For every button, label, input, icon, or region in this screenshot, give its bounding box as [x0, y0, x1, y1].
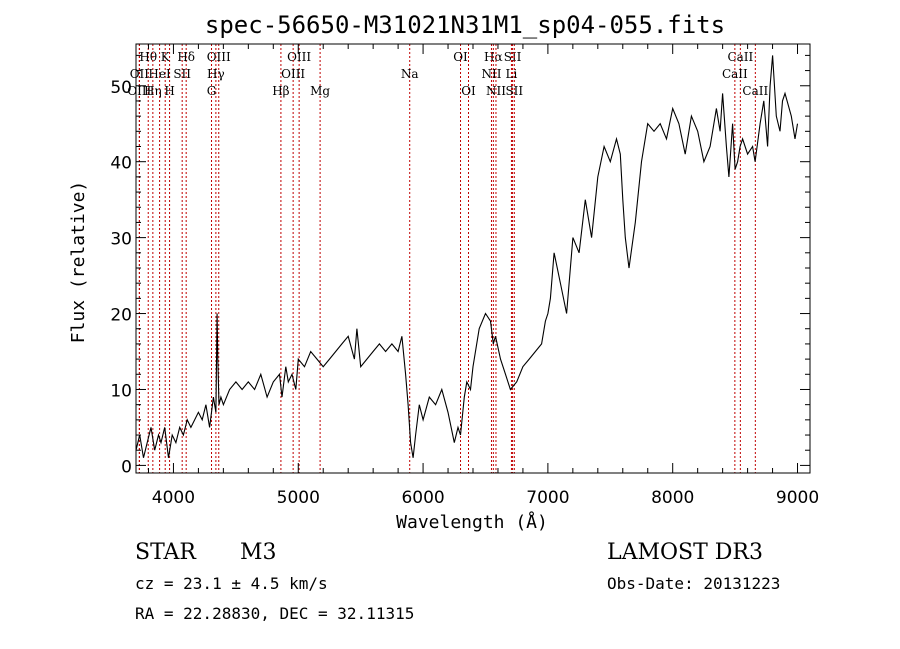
- object-type: STAR: [135, 540, 196, 565]
- object-subclass: M3: [240, 540, 277, 565]
- emission-line-label: NII: [481, 67, 501, 81]
- emission-line-label: CaII: [742, 84, 768, 98]
- y-axis-label: Flux (relative): [68, 181, 89, 344]
- x-tick-label: 5000: [277, 488, 320, 508]
- emission-line-label: Li: [506, 67, 518, 81]
- emission-line-label: CaII: [727, 50, 753, 64]
- y-tick-label: 50: [110, 78, 132, 98]
- plot-frame: [135, 43, 811, 474]
- emission-line-label: SII: [173, 67, 191, 81]
- emission-line-label: Hα: [484, 50, 503, 64]
- emission-line-label: K: [161, 50, 171, 64]
- emission-line-label: NII: [486, 84, 506, 98]
- x-axis-label: Wavelength (Å): [396, 511, 548, 533]
- emission-line-label: Mg: [310, 84, 330, 98]
- emission-line-label: Hη: [144, 84, 162, 98]
- y-tick-label: 10: [110, 381, 132, 401]
- emission-line-label: G: [207, 84, 217, 98]
- x-tick-label: 6000: [401, 488, 444, 508]
- emission-line-label: Na: [401, 67, 419, 81]
- x-tick-label: 4000: [152, 488, 195, 508]
- x-tick-label: 9000: [776, 488, 819, 508]
- coordinates: RA = 22.28830, DEC = 32.11315: [135, 604, 415, 623]
- survey-name: LAMOST DR3: [607, 540, 763, 565]
- emission-line-label: OIII: [281, 67, 305, 81]
- emission-line-label: OI: [453, 50, 468, 64]
- y-tick-label: 0: [121, 457, 132, 477]
- chart-title: spec-56650-M31021N31M1_sp04-055.fits: [205, 11, 725, 39]
- emission-line-label: SII: [505, 84, 523, 98]
- y-tick-label: 20: [110, 306, 132, 326]
- emission-line-label: OI: [461, 84, 476, 98]
- emission-line-label: Hγ: [207, 67, 225, 81]
- emission-line-label: SII: [504, 50, 522, 64]
- axis-ticks: 4000 5000 6000 7000 8000 9000 0 10 20 30 40 50: [110, 44, 819, 508]
- emission-line-label: OIII: [127, 84, 151, 98]
- x-tick-label: 7000: [526, 488, 569, 508]
- y-tick-label: 30: [110, 230, 132, 250]
- emission-line-label: Hβ: [272, 84, 289, 98]
- emission-line-label: Hθ: [139, 50, 157, 64]
- x-tick-label: 8000: [651, 488, 694, 508]
- emission-line-label: H: [164, 84, 174, 98]
- emission-line-label: Hδ: [177, 50, 195, 64]
- observation-date: Obs-Date: 20131223: [607, 574, 781, 593]
- emission-line-label: CaII: [722, 67, 748, 81]
- emission-line-label: HeI: [148, 67, 171, 81]
- emission-line-label: OIII: [207, 50, 231, 64]
- y-tick-label: 40: [110, 154, 132, 174]
- spectrum-series-line: [135, 55, 799, 458]
- emission-line-label: OIII: [287, 50, 311, 64]
- redshift-velocity: cz = 23.1 ± 4.5 km/s: [135, 574, 328, 593]
